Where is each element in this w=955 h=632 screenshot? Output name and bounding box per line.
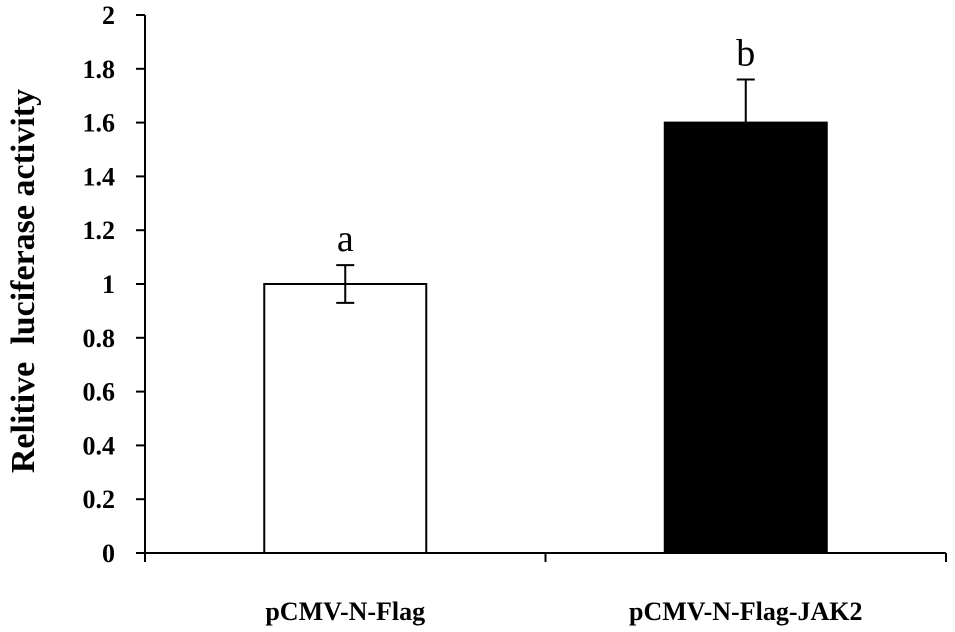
y-tick-label: 0.4	[83, 431, 116, 460]
bars	[263, 121, 828, 554]
y-tick-label: 1	[102, 270, 115, 299]
x-category-label: pCMV-N-Flag-JAK2	[629, 597, 862, 626]
y-axis-title: Relitive luciferase activity	[5, 89, 42, 473]
bar-1	[263, 283, 428, 554]
y-tick-label: 2	[102, 1, 115, 30]
y-tick-label: 0.6	[83, 378, 116, 407]
y-tick-label: 0	[102, 539, 115, 568]
labels: a pCMV-N-Flag b pCMV-N-Flag-JAK2	[265, 33, 862, 626]
y-tick-label: 1.8	[83, 55, 116, 84]
y-ticks: 0 0.2 0.4 0.6 0.8 1 1.2 1.4 1.6 1.8 2	[83, 1, 145, 568]
significance-label-1: a	[337, 218, 354, 260]
y-tick-label: 1.2	[83, 216, 116, 245]
error-bar-2	[736, 78, 755, 123]
y-tick-label: 1.6	[83, 109, 116, 138]
y-tick-label: 0.2	[83, 485, 116, 514]
x-category-label: pCMV-N-Flag	[265, 597, 425, 626]
y-tick-label: 1.4	[83, 162, 116, 191]
error-bar-1	[336, 264, 355, 304]
error-bars	[336, 78, 755, 304]
y-tick-label: 0.8	[83, 324, 116, 353]
bar-2	[663, 121, 828, 554]
significance-label-2: b	[736, 33, 755, 75]
x-ticks	[144, 553, 947, 562]
